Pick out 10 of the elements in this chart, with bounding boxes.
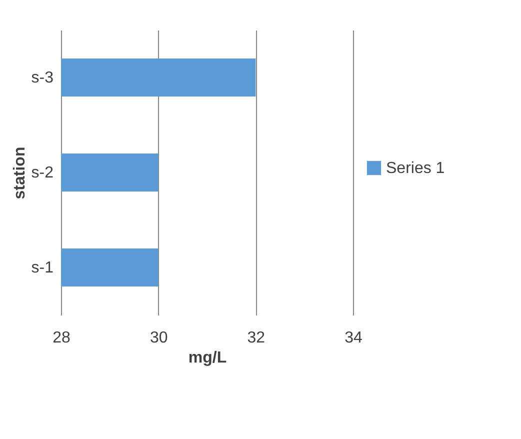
x-tick-label: 34 bbox=[344, 330, 362, 346]
x-tick-label: 32 bbox=[247, 330, 266, 346]
y-axis-title: station bbox=[11, 146, 28, 200]
x-tick-label: 28 bbox=[52, 330, 70, 346]
x-axis-title: mg/L bbox=[188, 350, 227, 366]
y-tick-label: s-1 bbox=[31, 260, 54, 276]
y-tick-label: s-3 bbox=[31, 70, 54, 86]
legend-label: Series 1 bbox=[386, 160, 445, 177]
y-tick-label: s-2 bbox=[31, 164, 54, 182]
x-tick-label: 30 bbox=[150, 330, 168, 346]
